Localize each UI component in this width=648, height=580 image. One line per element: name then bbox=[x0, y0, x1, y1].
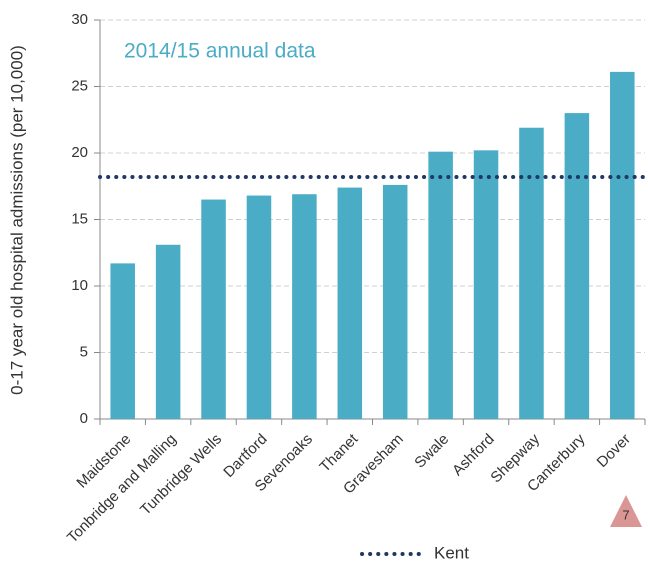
bar bbox=[246, 195, 272, 419]
bar bbox=[382, 184, 408, 419]
bar bbox=[337, 187, 363, 419]
bar bbox=[519, 127, 544, 419]
annotation: 2014/15 annual data bbox=[124, 40, 316, 63]
legend-label: Kent bbox=[434, 543, 469, 562]
y-tick-label: 10 bbox=[71, 277, 88, 294]
bar bbox=[201, 199, 226, 419]
x-tick-label: Swale bbox=[411, 431, 452, 472]
y-axis-label: 0-17 year old hospital admissions (per 1… bbox=[7, 45, 26, 395]
page-number: 7 bbox=[622, 507, 629, 522]
y-tick-label: 15 bbox=[71, 210, 88, 227]
y-tick-label: 20 bbox=[71, 144, 88, 161]
bar bbox=[428, 151, 453, 420]
page-badge bbox=[610, 495, 642, 527]
y-tick-label: 0 bbox=[80, 410, 88, 427]
y-tick-label: 25 bbox=[71, 77, 88, 94]
bar bbox=[564, 113, 590, 419]
x-tick-label: Dover bbox=[594, 431, 634, 471]
bar bbox=[473, 150, 499, 419]
x-tick-label: Thanet bbox=[316, 430, 362, 476]
bar bbox=[110, 263, 135, 419]
bar bbox=[292, 194, 317, 419]
y-tick-label: 5 bbox=[80, 343, 88, 360]
bar bbox=[155, 244, 181, 419]
y-tick-label: 30 bbox=[71, 11, 88, 28]
bar bbox=[610, 71, 635, 420]
x-tick-label: Tunbridge Wells bbox=[137, 431, 225, 519]
